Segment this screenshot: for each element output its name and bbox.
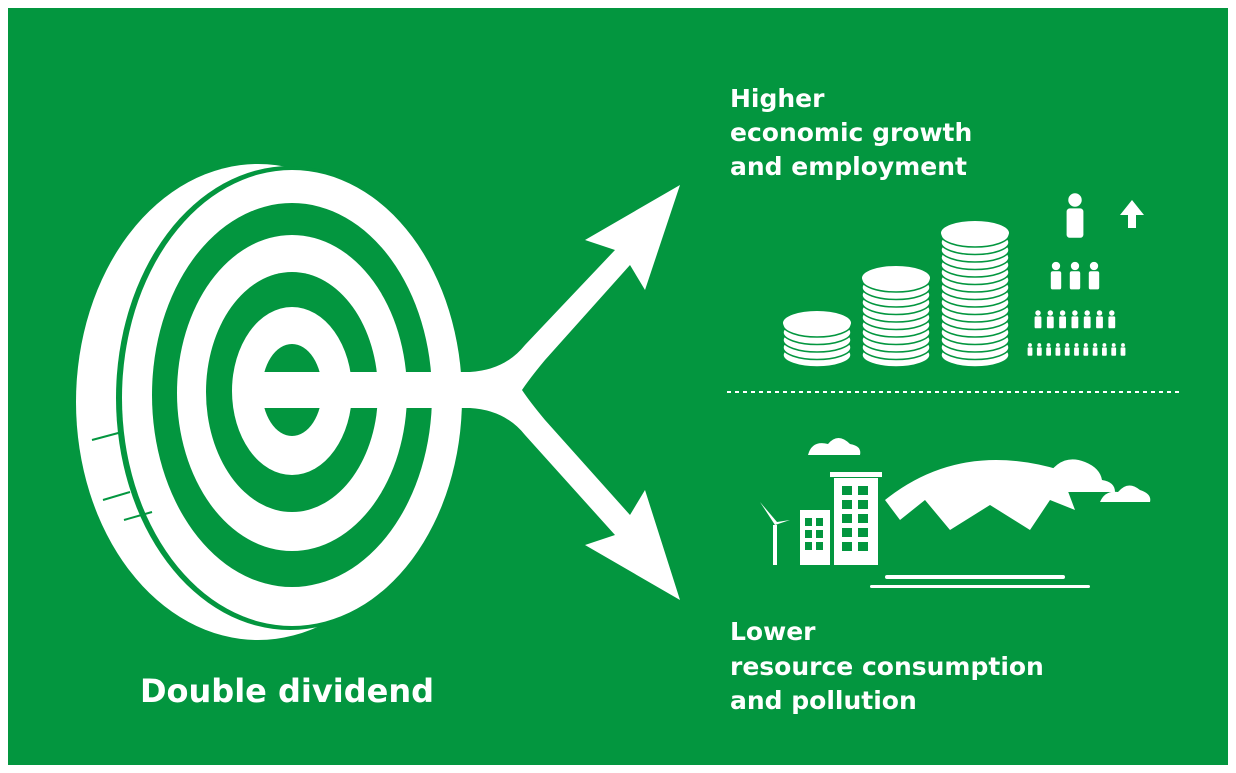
person-body	[1036, 347, 1042, 356]
person-body	[1083, 316, 1091, 329]
window	[816, 518, 823, 526]
building	[800, 510, 830, 565]
window	[858, 486, 868, 495]
person-body	[1083, 347, 1089, 356]
window	[842, 514, 852, 523]
person-body	[1055, 347, 1061, 356]
person-body	[1069, 271, 1081, 290]
title: Double dividend	[140, 672, 434, 710]
person-head	[1047, 310, 1054, 316]
person-head	[1074, 343, 1079, 347]
window	[858, 542, 868, 551]
person-body	[1102, 347, 1107, 356]
cloud	[1025, 459, 1115, 492]
turbine-tower	[773, 525, 777, 565]
window	[858, 500, 868, 509]
person-body	[1034, 316, 1042, 329]
person-head	[1037, 343, 1042, 347]
person-body	[1027, 347, 1033, 356]
window	[816, 530, 823, 538]
landscape	[760, 438, 1151, 588]
target	[76, 164, 464, 640]
person-head	[1028, 343, 1032, 347]
person-head	[1096, 310, 1103, 316]
window	[842, 528, 852, 537]
window	[816, 542, 823, 550]
person-head	[1072, 310, 1078, 316]
person-head	[1070, 261, 1080, 271]
people-pyramid	[1027, 193, 1126, 356]
person-body	[1088, 271, 1100, 290]
coin-top	[783, 311, 851, 335]
target-rim-lines	[91, 431, 153, 521]
turbine-blades	[760, 502, 790, 525]
person-head	[1093, 343, 1098, 347]
window	[858, 514, 868, 523]
window	[842, 542, 852, 551]
person-body	[1071, 316, 1079, 329]
coin-top	[862, 266, 930, 290]
person-head	[1065, 343, 1070, 347]
person-body	[1066, 208, 1084, 238]
person-head	[1046, 343, 1051, 347]
person-head	[1083, 343, 1088, 347]
person-head	[1068, 193, 1082, 207]
arrow-shape	[250, 185, 680, 600]
coin-top	[941, 221, 1009, 245]
person-body	[1092, 347, 1098, 356]
window	[842, 500, 852, 509]
person-body	[1111, 347, 1117, 356]
water	[870, 585, 1090, 588]
bottom-line: resource consumption	[730, 652, 1044, 681]
person-head	[1084, 310, 1090, 316]
coin-stacks	[782, 221, 1010, 368]
person-head	[1055, 343, 1060, 347]
mountain	[885, 460, 1075, 530]
person-body	[1050, 271, 1062, 290]
cloud	[808, 438, 861, 455]
person-head	[1035, 310, 1041, 316]
person-head	[1121, 343, 1125, 347]
bottom-line: and pollution	[730, 686, 917, 715]
windows	[805, 486, 868, 551]
window	[805, 530, 812, 538]
person-head	[1059, 310, 1066, 316]
window	[858, 528, 868, 537]
person-head	[1051, 261, 1061, 271]
window	[805, 542, 812, 550]
building	[834, 478, 878, 565]
person-body	[1108, 316, 1116, 329]
person-body	[1046, 347, 1051, 356]
person-head	[1089, 261, 1099, 271]
top-line: Higher	[730, 84, 825, 113]
roof	[830, 472, 882, 477]
up-arrow	[1120, 200, 1144, 228]
water	[885, 575, 1065, 579]
person-body	[1059, 316, 1066, 329]
top-line: and employment	[730, 152, 967, 181]
person-body	[1064, 347, 1070, 356]
person-body	[1096, 316, 1103, 329]
cloud	[1100, 485, 1151, 502]
person-body	[1074, 347, 1079, 356]
bottom-line: Lower	[730, 617, 816, 646]
forked-arrow	[250, 185, 680, 600]
person-head	[1111, 343, 1116, 347]
top-line: economic growth	[730, 118, 972, 147]
person-head	[1109, 310, 1115, 316]
person-head	[1102, 343, 1107, 347]
window	[805, 518, 812, 526]
person-body	[1120, 347, 1126, 356]
window	[842, 486, 852, 495]
person-body	[1046, 316, 1054, 329]
